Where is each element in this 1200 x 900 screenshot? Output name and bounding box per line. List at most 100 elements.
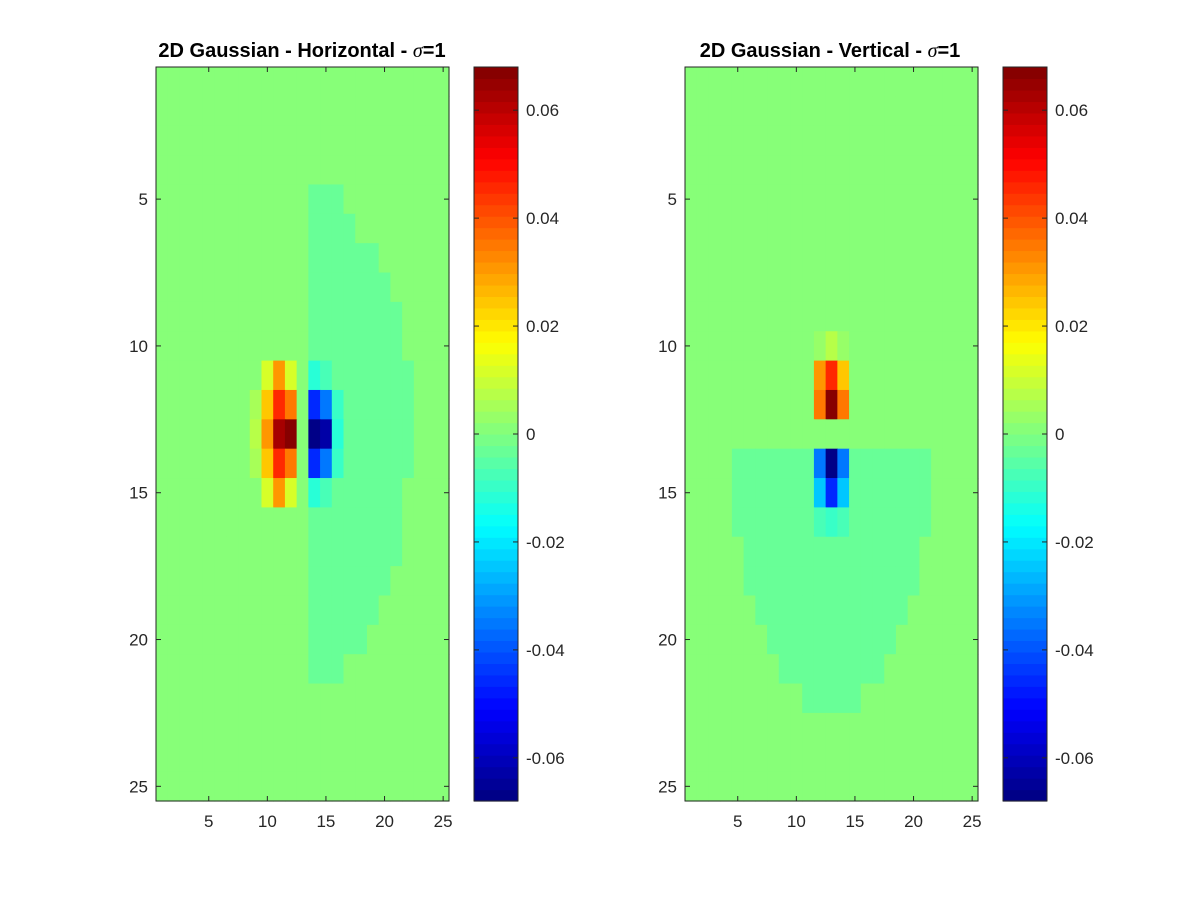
heatmap-cell (872, 478, 885, 508)
heatmap-cell (872, 624, 885, 655)
colorbar-band (474, 411, 518, 424)
heatmap-cell (813, 712, 827, 743)
heatmap-cell (907, 448, 920, 479)
heatmap-cell (425, 507, 438, 538)
heatmap-cell (696, 419, 710, 450)
heatmap-cell (214, 67, 227, 97)
heatmap-cell (238, 712, 251, 743)
heatmap-cell (355, 771, 368, 802)
heatmap-cell (837, 712, 850, 743)
heatmap-cell (402, 67, 415, 97)
heatmap-cell (685, 301, 698, 332)
colorbar-band (474, 514, 518, 527)
heatmap-cell (214, 712, 227, 743)
heatmap-cell (179, 360, 192, 391)
heatmap-cell (402, 507, 415, 538)
heatmap-cell (425, 536, 438, 567)
heatmap-cell (191, 771, 204, 802)
heatmap-cell (895, 96, 909, 127)
heatmap-cell (355, 536, 368, 567)
heatmap-cell (296, 654, 309, 685)
heatmap-cell (238, 566, 251, 597)
heatmap-cell (366, 96, 380, 127)
heatmap-cell (343, 419, 356, 450)
heatmap-cell (790, 419, 803, 450)
heatmap-cell (167, 507, 181, 538)
heatmap-cell (825, 125, 838, 156)
heatmap-cell (343, 272, 356, 303)
heatmap-cell (284, 624, 298, 655)
heatmap-cell (907, 301, 920, 332)
heatmap-cell (413, 507, 427, 538)
chart-title: 2D Gaussian - Horizontal - σ=1 (158, 40, 445, 62)
heatmap-cell (767, 478, 780, 508)
heatmap-cell (249, 272, 263, 303)
heatmap-cell (437, 478, 450, 508)
heatmap-cell (156, 624, 169, 655)
heatmap-cell (331, 360, 345, 391)
heatmap-cell (720, 301, 733, 332)
heatmap-cell (954, 478, 967, 508)
heatmap-cell (767, 624, 780, 655)
heatmap-cell (966, 301, 979, 332)
heatmap-cell (895, 389, 909, 420)
colorbar-band (1003, 227, 1047, 240)
heatmap-cell (720, 654, 733, 685)
heatmap-cell (778, 213, 792, 244)
heatmap-cell (390, 125, 403, 156)
heatmap-cell (708, 654, 721, 685)
heatmap-cell (720, 595, 733, 626)
heatmap-cell (954, 67, 967, 97)
heatmap-cell (696, 125, 710, 156)
heatmap-cell (378, 96, 391, 127)
heatmap-cell (191, 331, 204, 362)
heatmap-cell (731, 419, 745, 450)
heatmap-cell (390, 624, 403, 655)
colorbar-band (1003, 514, 1047, 527)
heatmap-cell (343, 243, 356, 274)
colorbar-band (474, 651, 518, 664)
heatmap-cell (261, 184, 274, 215)
heatmap-cell (931, 389, 944, 420)
heatmap-cell (284, 566, 298, 597)
heatmap-cell (331, 742, 345, 773)
colorbar-band (1003, 239, 1047, 252)
heatmap-cell (308, 301, 321, 332)
heatmap-cell (696, 712, 710, 743)
heatmap-cell (895, 155, 909, 186)
heatmap-cell (696, 683, 710, 714)
heatmap-cell (308, 654, 321, 685)
heatmap-cell (755, 96, 768, 127)
heatmap-cell (413, 389, 427, 420)
heatmap-cell (743, 272, 756, 303)
heatmap-cell (860, 184, 874, 215)
heatmap-cell (167, 96, 181, 127)
heatmap-cell (813, 419, 827, 450)
heatmap-cell (790, 507, 803, 538)
heatmap-cell (296, 771, 309, 802)
heatmap-cell (425, 272, 438, 303)
heatmap-cell (437, 595, 450, 626)
colorbar-tick-label: -0.04 (526, 641, 565, 660)
heatmap-cell (931, 654, 944, 685)
heatmap-cell (402, 125, 415, 156)
heatmap-cell (378, 419, 391, 450)
heatmap-cell (331, 448, 345, 479)
heatmap-cell (942, 595, 956, 626)
heatmap-cell (860, 536, 874, 567)
heatmap-cell (214, 566, 227, 597)
heatmap-cell (249, 96, 263, 127)
heatmap-cell (167, 272, 181, 303)
heatmap-cell (884, 507, 897, 538)
heatmap-cell (366, 125, 380, 156)
heatmap-cell (743, 331, 756, 362)
heatmap-cell (214, 536, 227, 567)
heatmap-cell (343, 331, 356, 362)
heatmap-cell (954, 742, 967, 773)
heatmap-cell (214, 683, 227, 714)
colorbar-band (474, 606, 518, 619)
heatmap-cell (685, 624, 698, 655)
heatmap-cell (202, 155, 216, 186)
heatmap-cell (884, 184, 897, 215)
heatmap-cell (731, 448, 745, 479)
